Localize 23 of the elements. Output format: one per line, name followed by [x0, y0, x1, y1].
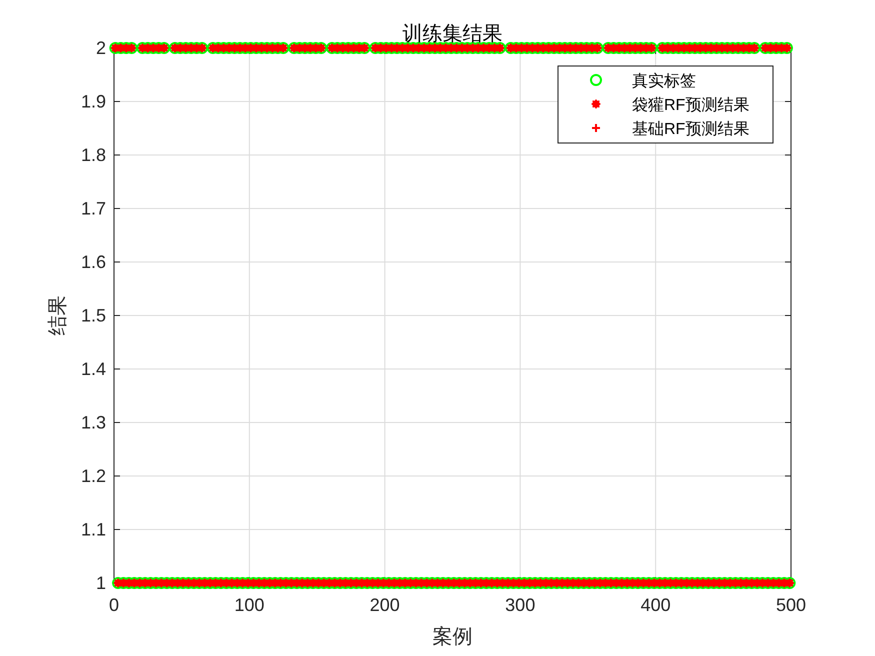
y-tick-label: 1.4 — [80, 359, 106, 379]
y-tick-label: 1 — [96, 573, 106, 593]
y-tick-label: 1.7 — [80, 198, 106, 218]
y-tick-label: 1.6 — [80, 252, 106, 272]
legend-label: 真实标签 — [632, 72, 696, 90]
legend-label: 袋獾RF预测结果 — [632, 96, 750, 114]
y-tick-label: 1.8 — [80, 145, 106, 165]
legend-label: 基础RF预测结果 — [632, 120, 750, 138]
y-tick-label: 1.1 — [80, 520, 106, 540]
y-tick-label: 1.3 — [80, 412, 106, 432]
x-tick-label: 200 — [370, 595, 400, 615]
x-tick-label: 100 — [234, 595, 264, 615]
chart-title: 训练集结果 — [402, 23, 502, 45]
x-axis-title: 案例 — [432, 625, 472, 648]
y-tick-label: 1.2 — [80, 466, 106, 486]
y-tick-label: 2 — [96, 38, 106, 58]
x-tick-label: 400 — [640, 595, 671, 615]
y-tick-label: 1.9 — [80, 92, 106, 112]
y-axis-title: 结果 — [47, 296, 69, 336]
x-tick-label: 300 — [505, 595, 536, 615]
x-tick-label: 500 — [776, 595, 806, 615]
x-tick-label: 0 — [108, 595, 120, 615]
y-tick-label: 1.5 — [80, 306, 106, 326]
